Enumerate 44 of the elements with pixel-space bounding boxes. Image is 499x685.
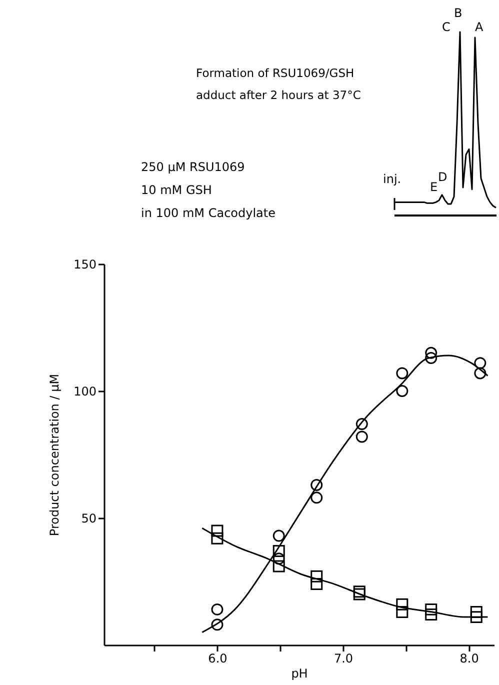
point [470,611,482,624]
annotation: C [442,20,450,34]
point [353,586,366,598]
x-tick-label: 7.0 [334,652,354,666]
point [310,478,323,491]
point [211,603,224,616]
text: B [454,6,462,20]
point [425,603,438,616]
point [310,570,323,582]
point [272,560,285,572]
text: 250 μM RSU1069 [141,159,246,176]
text: 10 mM GSH [141,182,213,199]
point [425,608,438,621]
annotation: E [430,180,438,194]
point [310,578,323,590]
point [396,598,408,610]
x-tick-label: 8.0 [460,652,479,666]
point [272,552,285,565]
y-tick-label: 100 [74,384,96,398]
x-axis-title: pH [291,666,308,680]
x-tick-label: 6.0 [208,652,228,666]
y-axis-title: Product concentration / μM [48,374,62,536]
annotation: inj. [383,172,402,186]
point [396,367,408,380]
point [211,618,224,631]
chart-title: Formation of RSU1069/GSH adduct after 2 hours at 37°C [196,65,362,104]
point [353,588,366,600]
point [396,385,408,397]
point [211,532,224,544]
y-tick-label: 50 [81,512,96,526]
point [425,352,438,364]
point [356,418,368,430]
point [211,524,224,537]
text: in 100 mM Cacodylate [141,205,276,222]
point [310,492,323,504]
point [272,545,285,558]
point [272,530,285,542]
y-tick-label: 150 [74,258,96,272]
point [396,606,408,618]
annotation: D [438,170,448,184]
point [474,357,486,370]
point [356,430,368,443]
point [425,346,438,359]
annotation: A [475,20,484,34]
